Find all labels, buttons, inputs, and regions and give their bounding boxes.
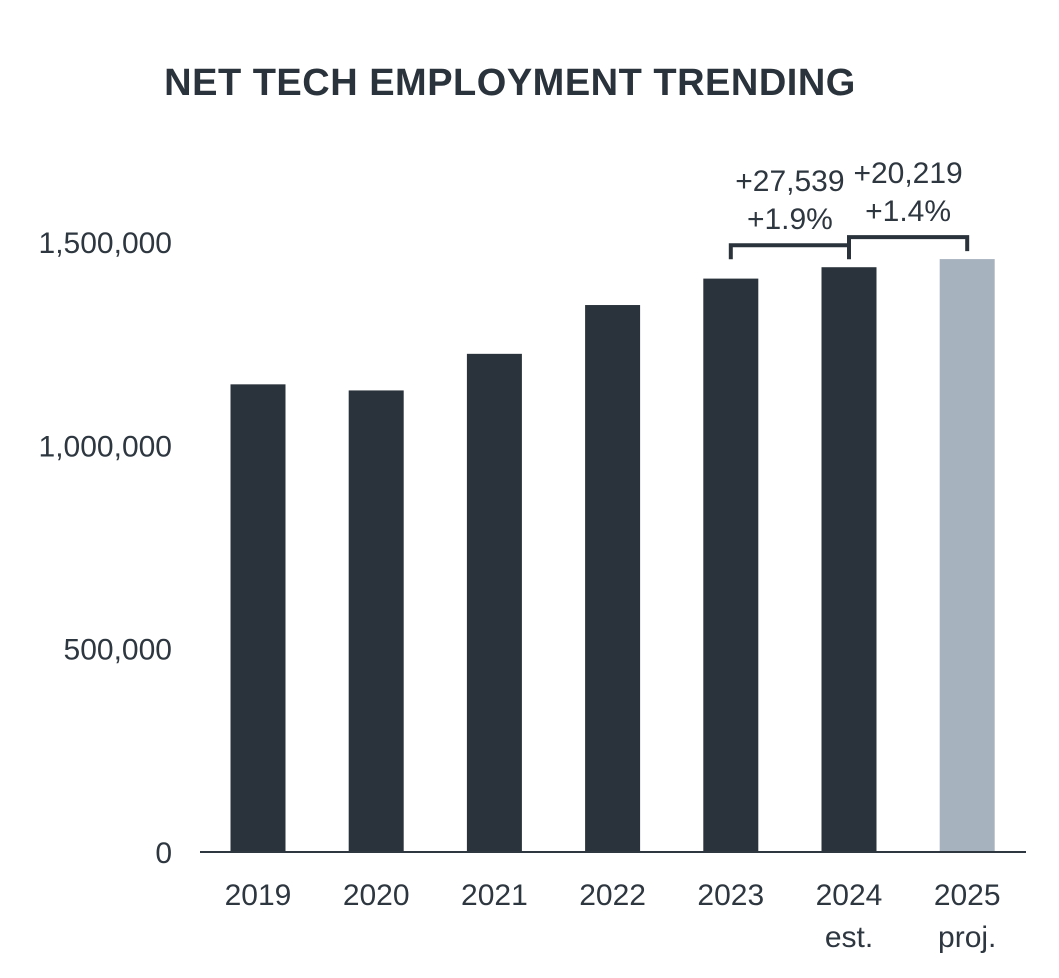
bar — [466, 353, 522, 852]
bar — [585, 305, 641, 852]
x-tick-label: 2024 — [816, 879, 883, 912]
x-tick-label: 2023 — [697, 879, 764, 912]
bar — [230, 384, 286, 852]
y-axis: 0 500,000 1,000,000 1,500,000 — [39, 227, 172, 870]
bar — [939, 259, 995, 853]
change-label: +20,219 — [853, 157, 962, 190]
x-axis: 2019 2020 2021 2022 2023 2024 est. 2025 proj. — [225, 879, 1001, 954]
bar — [348, 390, 404, 852]
y-tick-label: 1,000,000 — [39, 430, 172, 463]
change-label: +1.9% — [747, 203, 833, 236]
x-tick-label: 2025 — [934, 879, 1001, 912]
y-tick-label: 500,000 — [64, 634, 172, 667]
annotations: +27,539 +1.9% +20,219 +1.4% — [728, 157, 970, 260]
change-label: +1.4% — [865, 195, 951, 228]
x-tick-label: est. — [825, 921, 873, 954]
x-tick-label: 2019 — [225, 879, 292, 912]
x-tick-label: proj. — [938, 921, 996, 954]
x-tick-label: 2020 — [343, 879, 410, 912]
chart-title: NET TECH EMPLOYMENT TRENDING — [164, 62, 856, 104]
y-tick-label: 1,500,000 — [39, 227, 172, 260]
x-tick-label: 2022 — [579, 879, 646, 912]
change-bracket — [728, 243, 851, 260]
x-tick-label: 2021 — [461, 879, 528, 912]
bars — [230, 259, 995, 853]
change-bracket — [847, 235, 970, 252]
change-label: +27,539 — [735, 165, 844, 198]
bar — [821, 267, 877, 852]
bar — [703, 278, 759, 853]
y-tick-label: 0 — [155, 837, 172, 870]
